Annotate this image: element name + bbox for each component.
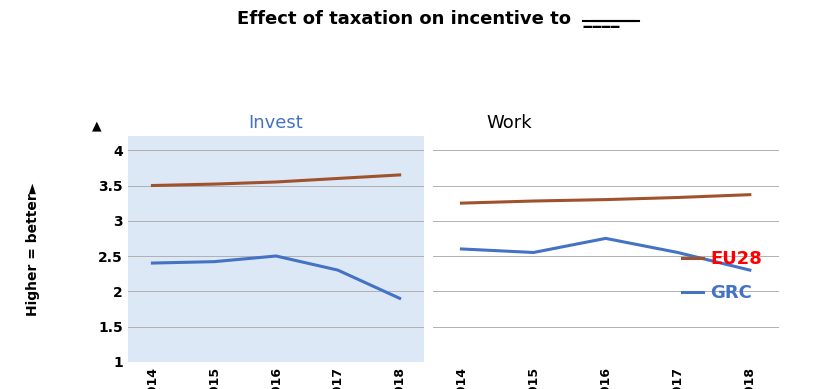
- Text: Higher = better►: Higher = better►: [26, 182, 40, 315]
- Text: ▲: ▲: [92, 119, 102, 132]
- Legend: EU28, GRC: EU28, GRC: [674, 243, 770, 309]
- Text: Effect of taxation on incentive to  ____: Effect of taxation on incentive to ____: [237, 10, 620, 28]
- Text: Invest: Invest: [249, 114, 303, 131]
- Text: Work: Work: [486, 114, 531, 131]
